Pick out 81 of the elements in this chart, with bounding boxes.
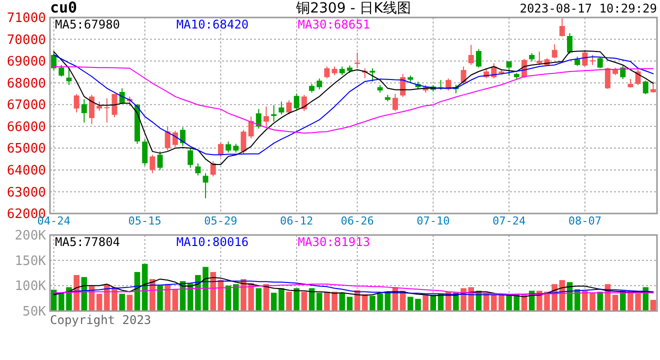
- candlestick: [195, 162, 201, 176]
- candlestick: [66, 68, 72, 86]
- candlestick: [210, 160, 216, 177]
- text: Copyright 2023: [50, 313, 152, 327]
- y-tick-label: 100K: [14, 279, 46, 294]
- candlestick: [574, 56, 580, 66]
- candlestick: [559, 18, 565, 38]
- text: MA5:77804: [55, 235, 120, 249]
- candlestick: [278, 101, 284, 115]
- y-tick-label: 68000: [6, 76, 46, 92]
- candlestick: [142, 138, 148, 166]
- candlestick: [164, 126, 170, 151]
- y-tick-label: 64000: [6, 163, 46, 178]
- candlestick: [301, 94, 307, 112]
- candlestick: [226, 141, 232, 154]
- line-series: [53, 277, 654, 298]
- candlestick: [96, 101, 102, 112]
- x-tick-label: 06-12: [280, 214, 314, 228]
- candlestick: [604, 67, 610, 90]
- text: MA10:80016: [176, 235, 249, 249]
- text: MA30:81913: [298, 235, 370, 249]
- candlestick: [316, 78, 322, 90]
- candlestick: [89, 94, 94, 125]
- x-tick-label: 07-10: [416, 214, 450, 228]
- x-tick-label: 07-24: [492, 214, 526, 228]
- candlestick: [51, 51, 57, 70]
- x-tick-label: 05-29: [204, 214, 238, 228]
- y-tick-label: 65000: [6, 142, 46, 157]
- candlestick: [104, 98, 110, 123]
- text: MA10:68420: [176, 18, 249, 32]
- y-tick-label: 69000: [6, 54, 46, 70]
- candlestick: [392, 93, 398, 112]
- candlestick: [81, 98, 87, 123]
- y-tick-label: 150K: [14, 254, 46, 269]
- candlestick: [256, 108, 262, 130]
- candlestick: [597, 56, 603, 69]
- text: MA30:68651: [298, 18, 370, 32]
- candlestick: [468, 44, 474, 66]
- candlestick: [354, 52, 360, 69]
- candlestick: [582, 50, 588, 67]
- x-tick-label: 06-26: [340, 214, 374, 228]
- candlestick: [506, 60, 512, 76]
- series-label: MA5:67980: [55, 18, 120, 32]
- candlestick: [74, 94, 80, 113]
- chart-title: 铜2309 - 日K线图: [295, 0, 411, 16]
- candlestick: [271, 104, 277, 122]
- candlestick: [324, 66, 330, 79]
- x-tick-label: 04-24: [37, 214, 71, 228]
- y-tick-label: 50K: [22, 304, 46, 320]
- candlestick: [248, 116, 254, 139]
- y-tick-label: 200K: [14, 228, 46, 244]
- candlestick: [150, 154, 156, 174]
- candlestick: [650, 81, 656, 94]
- x-tick-label: 08-07: [568, 214, 602, 228]
- candlestick: [240, 129, 246, 154]
- y-tick-label: 67000: [6, 98, 46, 114]
- y-tick-label: 70000: [6, 32, 46, 48]
- candlestick: [552, 44, 558, 59]
- candlestick: [642, 80, 648, 95]
- y-tick-label: 71000: [6, 11, 46, 26]
- candlestick: [180, 126, 186, 146]
- candlestick: [172, 130, 178, 148]
- candlestick: [202, 172, 208, 199]
- candlestick: [294, 93, 300, 111]
- candlestick: [460, 66, 466, 84]
- y-tick-label: 63000: [6, 185, 46, 200]
- line-series: [53, 284, 654, 295]
- candlestick: [567, 32, 572, 54]
- line-series: [53, 280, 654, 296]
- candlestick: [157, 150, 163, 170]
- candlestick: [635, 69, 641, 86]
- candlestick: [188, 148, 194, 168]
- text: cu0: [50, 0, 78, 16]
- y-tick-label: 66000: [6, 120, 46, 135]
- text: 2023-08-17 10:29:29: [520, 2, 657, 16]
- candlestick: [476, 48, 482, 68]
- candlestick: [264, 106, 269, 127]
- candlestick: [58, 64, 64, 78]
- x-tick-label: 05-15: [128, 214, 162, 228]
- candlestick: [218, 142, 224, 158]
- candlestick: [590, 54, 596, 66]
